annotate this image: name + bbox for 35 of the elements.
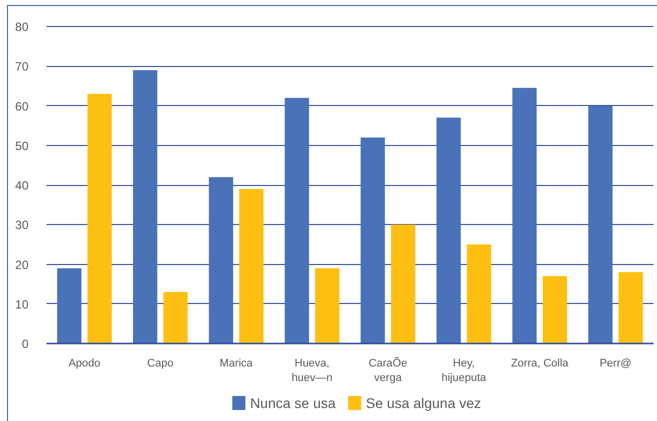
y-tick-label: 40 bbox=[15, 178, 29, 192]
bar bbox=[542, 276, 568, 344]
legend-label: Se usa alguna vez bbox=[366, 395, 482, 411]
y-tick-label: 80 bbox=[15, 20, 29, 34]
bar bbox=[239, 188, 264, 344]
x-tick-label: CaraÕe verga bbox=[368, 356, 408, 384]
x-tick-label: Apodo bbox=[68, 358, 100, 370]
y-tick-label: 20 bbox=[15, 258, 29, 272]
bar bbox=[163, 292, 188, 344]
x-tick-label: Capo bbox=[147, 358, 174, 370]
bar bbox=[57, 268, 82, 344]
x-tick-label: Marica bbox=[220, 358, 254, 370]
bar bbox=[315, 268, 340, 344]
bar bbox=[512, 88, 537, 344]
x-tick-label: Zorra, Colla bbox=[510, 358, 570, 370]
bar bbox=[87, 94, 112, 344]
y-tick-label: 10 bbox=[15, 297, 29, 312]
y-tick-label: 70 bbox=[15, 60, 29, 74]
y-tick-label: 60 bbox=[15, 99, 29, 114]
bar bbox=[360, 137, 385, 344]
bar bbox=[132, 70, 158, 344]
legend-label: Nunca se usa bbox=[250, 395, 336, 411]
bar bbox=[208, 177, 234, 344]
bar bbox=[390, 224, 416, 344]
y-tick-label: 30 bbox=[15, 218, 29, 232]
x-tick-label: Hey, hijueputa bbox=[441, 358, 488, 384]
bar bbox=[436, 118, 461, 344]
bar bbox=[466, 244, 492, 344]
y-tick-label: 50 bbox=[15, 138, 29, 153]
bar bbox=[588, 106, 613, 344]
x-tick-label: Hueva, huev—n bbox=[292, 358, 333, 384]
y-tick-label: 0 bbox=[22, 337, 29, 351]
bar bbox=[618, 272, 643, 344]
x-tick-label: Perr@ bbox=[600, 358, 632, 370]
bar bbox=[284, 98, 310, 344]
